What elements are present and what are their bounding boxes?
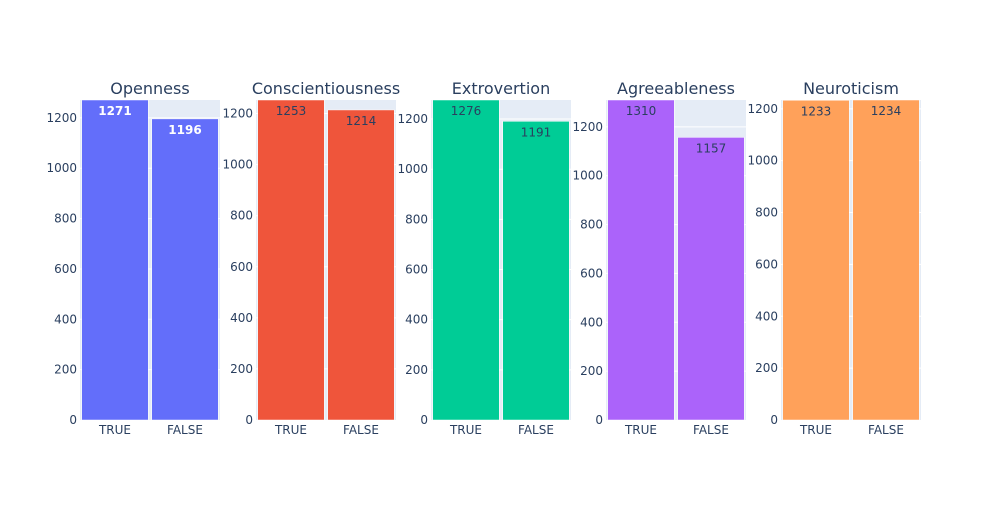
y-tick-label: 1000 xyxy=(747,154,778,168)
x-tick-label: FALSE xyxy=(518,423,554,437)
y-tick-label: 800 xyxy=(405,212,428,226)
y-tick-label: 200 xyxy=(755,361,778,375)
subplot-title: Openness xyxy=(110,79,189,98)
y-tick-label: 800 xyxy=(230,209,253,223)
data-label: 1196 xyxy=(168,123,201,137)
x-tick-label: TRUE xyxy=(799,423,832,437)
y-tick-label: 1200 xyxy=(222,107,253,121)
y-tick-label: 200 xyxy=(54,363,77,377)
y-tick-label: 200 xyxy=(580,364,603,378)
bar-false xyxy=(327,109,395,421)
y-tick-label: 200 xyxy=(405,363,428,377)
y-tick-label: 400 xyxy=(405,313,428,327)
y-tick-label: 1000 xyxy=(397,162,428,176)
y-tick-label: 800 xyxy=(755,206,778,220)
data-label: 1214 xyxy=(346,114,377,128)
subplot-extrovertion: 1276 TRUE 1191 FALSE 0 200 400 600 800 1000 1200 Ex… xyxy=(397,79,571,437)
bar-true xyxy=(782,100,850,421)
y-tick-label: 1200 xyxy=(572,120,603,134)
subplot-title: Extrovertion xyxy=(452,79,550,98)
y-tick-label: 1000 xyxy=(46,161,77,175)
subplot-agreeableness: 1310 TRUE 1157 FALSE 0 200 400 600 800 1000 1200 Ag… xyxy=(572,79,746,437)
x-tick-label: TRUE xyxy=(624,423,657,437)
data-label: 1234 xyxy=(871,104,902,118)
y-tick-label: 200 xyxy=(230,362,253,376)
bar-false xyxy=(852,99,920,421)
y-tick-label: 0 xyxy=(69,413,77,427)
y-tick-label: 800 xyxy=(580,218,603,232)
data-label: 1271 xyxy=(98,104,131,118)
bar-true xyxy=(607,99,675,421)
y-tick-label: 1000 xyxy=(572,169,603,183)
data-label: 1310 xyxy=(626,104,657,118)
y-tick-label: 1200 xyxy=(397,112,428,126)
subplot-title: Conscientiousness xyxy=(252,79,400,98)
subplot-openness: 1271 TRUE 1196 FALSE 0 200 400 600 800 1000 1200 Op… xyxy=(46,79,220,437)
subplot-neuroticism: 1233 TRUE 1234 FALSE 0 200 400 600 800 1000 1200 Ne… xyxy=(747,79,921,437)
y-tick-label: 0 xyxy=(420,413,428,427)
subplot-conscientiousness: 1253 TRUE 1214 FALSE 0 200 400 600 800 1000 1200 Co… xyxy=(222,79,400,437)
y-tick-label: 800 xyxy=(54,212,77,226)
x-tick-label: TRUE xyxy=(98,423,131,437)
y-tick-label: 400 xyxy=(230,311,253,325)
x-tick-label: FALSE xyxy=(868,423,904,437)
y-tick-label: 600 xyxy=(230,260,253,274)
y-tick-label: 0 xyxy=(245,413,253,427)
y-tick-label: 1200 xyxy=(46,111,77,125)
data-label: 1253 xyxy=(276,104,307,118)
data-label: 1233 xyxy=(801,104,832,118)
y-tick-label: 1000 xyxy=(222,158,253,172)
y-tick-label: 0 xyxy=(770,413,778,427)
x-tick-label: FALSE xyxy=(693,423,729,437)
bar-true xyxy=(432,99,500,421)
y-tick-label: 600 xyxy=(405,263,428,277)
subplot-title: Agreeableness xyxy=(617,79,735,98)
data-label: 1191 xyxy=(521,125,552,139)
y-tick-label: 400 xyxy=(580,315,603,329)
bar-true xyxy=(257,99,325,421)
y-tick-label: 400 xyxy=(755,309,778,323)
bar-false xyxy=(151,118,219,421)
bar-false xyxy=(677,137,745,421)
x-tick-label: FALSE xyxy=(167,423,203,437)
y-tick-label: 600 xyxy=(580,266,603,280)
y-tick-label: 1200 xyxy=(747,102,778,116)
y-tick-label: 400 xyxy=(54,312,77,326)
x-tick-label: TRUE xyxy=(274,423,307,437)
y-tick-label: 0 xyxy=(595,413,603,427)
data-label: 1157 xyxy=(696,141,727,155)
x-tick-label: TRUE xyxy=(449,423,482,437)
bar-false xyxy=(502,121,570,421)
data-label: 1276 xyxy=(451,104,482,118)
subplot-title: Neuroticism xyxy=(803,79,899,98)
y-tick-label: 600 xyxy=(54,262,77,276)
bar-true xyxy=(81,99,149,421)
y-tick-label: 600 xyxy=(755,257,778,271)
x-tick-label: FALSE xyxy=(343,423,379,437)
